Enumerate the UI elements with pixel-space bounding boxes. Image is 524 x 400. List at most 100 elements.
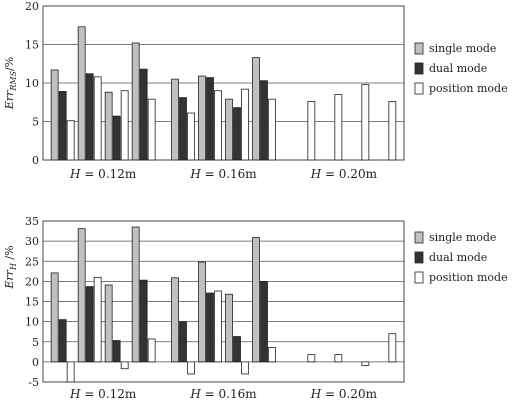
bar-single-mode <box>131 42 140 161</box>
bar-position-mode <box>388 101 397 161</box>
bar-position-mode <box>307 354 316 363</box>
bar-position-mode <box>241 88 249 161</box>
y-axis-label-unit: /% <box>3 57 16 71</box>
x-group-label: H = 0.12m <box>69 387 137 400</box>
y-tick-label: 0 <box>32 154 39 167</box>
y-axis-label: ErrH /% <box>3 245 18 289</box>
bar-single-mode <box>50 69 59 161</box>
bar-dual-mode <box>260 80 268 161</box>
bar-dual-mode <box>206 292 214 363</box>
y-axis-label-sub: H <box>9 262 18 271</box>
plot-frame <box>42 220 405 383</box>
bar-dual-mode <box>112 340 121 363</box>
y-tick-label: 35 <box>25 215 39 228</box>
bar-dual-mode <box>85 286 94 363</box>
bar-single-mode <box>252 57 260 161</box>
legend-swatch <box>414 42 424 55</box>
bar-position-mode <box>66 120 75 161</box>
y-tick-label: 10 <box>25 77 39 90</box>
x-group-label: H = 0.20m <box>310 387 378 400</box>
bar-dual-mode <box>58 91 67 161</box>
bar-dual-mode <box>58 319 67 363</box>
y-tick-label: 5 <box>32 336 39 349</box>
y-tick-label: 10 <box>25 316 39 329</box>
bar-single-mode <box>131 226 140 363</box>
bar-single-mode <box>171 277 179 363</box>
bar-position-mode <box>120 90 129 161</box>
bar-position-mode <box>187 361 195 375</box>
bar-single-mode <box>225 98 233 161</box>
legend: single mode dual mode position mode <box>414 231 508 284</box>
bar-position-mode <box>214 290 222 363</box>
bar-dual-mode <box>139 68 148 161</box>
legend-swatch <box>414 231 424 244</box>
legend-label: single mode <box>429 42 496 55</box>
x-group-label: H = 0.12m <box>69 167 137 181</box>
bar-dual-mode <box>233 107 241 161</box>
bar-position-mode <box>93 76 102 161</box>
bar-dual-mode <box>139 279 148 363</box>
legend-swatch <box>414 271 424 284</box>
bar-position-mode <box>214 90 222 161</box>
bar-single-mode <box>198 75 206 161</box>
bar-position-mode <box>268 346 276 363</box>
bar-position-mode <box>120 361 129 370</box>
bar-position-mode <box>187 112 195 161</box>
bar-dual-mode <box>179 97 187 161</box>
y-tick-label: 30 <box>25 235 39 248</box>
y-tick-label: 25 <box>25 255 39 268</box>
bar-position-mode <box>66 361 75 383</box>
bar-position-mode <box>334 354 343 363</box>
legend-label: single mode <box>429 231 496 244</box>
bar-single-mode <box>50 272 59 363</box>
bar-position-mode <box>334 94 343 161</box>
bar-single-mode <box>252 237 260 363</box>
legend-swatch <box>414 62 424 75</box>
bar-single-mode <box>171 78 179 161</box>
legend: single mode dual mode position mode <box>414 42 508 95</box>
bar-dual-mode <box>260 280 268 363</box>
bar-single-mode <box>198 261 206 363</box>
bar-dual-mode <box>233 336 241 363</box>
legend-label: dual mode <box>429 62 487 75</box>
bar-single-mode <box>104 284 113 363</box>
x-group-label: H = 0.16m <box>189 167 257 181</box>
y-tick-label: 0 <box>32 356 39 369</box>
legend-label: position mode <box>429 271 508 284</box>
legend-label: dual mode <box>429 251 487 264</box>
bar-single-mode <box>77 228 86 363</box>
legend-swatch <box>414 251 424 264</box>
bar-single-mode <box>225 293 233 363</box>
y-tick-label: 15 <box>25 39 39 52</box>
bar-dual-mode <box>85 73 94 161</box>
y-axis-label-sub: RMS <box>9 70 18 91</box>
legend-swatch <box>414 82 424 95</box>
bar-position-mode <box>147 98 156 161</box>
y-axis-label-main: Err <box>3 269 16 289</box>
bar-position-mode <box>268 98 276 161</box>
x-group-label: H = 0.16m <box>189 387 257 400</box>
chart-panel-2: -5 0 5 10 15 20 25 30 35 ErrH /% H = 0.12m H = 0.16… <box>3 215 508 400</box>
bar-position-mode <box>93 276 102 363</box>
y-tick-label: 20 <box>25 0 39 13</box>
y-tick-label: 20 <box>25 275 39 288</box>
bar-position-mode <box>361 361 370 366</box>
y-tick-label: 5 <box>32 116 39 129</box>
y-tick-label: 15 <box>25 296 39 309</box>
bar-position-mode <box>241 361 249 375</box>
bar-position-mode <box>147 338 156 363</box>
y-axis-label: ErrRMS/% <box>3 57 18 110</box>
chart-panel-1: 0 5 10 15 20 ErrRMS/% H = 0.12m H = 0.16m H = 0.… <box>3 0 508 181</box>
bar-dual-mode <box>179 321 187 363</box>
x-group-label: H = 0.20m <box>310 167 378 181</box>
bar-single-mode <box>104 91 113 161</box>
bar-position-mode <box>361 84 370 161</box>
legend-label: position mode <box>429 82 508 95</box>
bar-single-mode <box>77 26 86 161</box>
bar-dual-mode <box>112 115 121 161</box>
bar-dual-mode <box>206 77 214 161</box>
y-tick-label: -5 <box>28 376 39 389</box>
plot-frame <box>42 5 405 161</box>
bar-position-mode <box>388 333 397 363</box>
